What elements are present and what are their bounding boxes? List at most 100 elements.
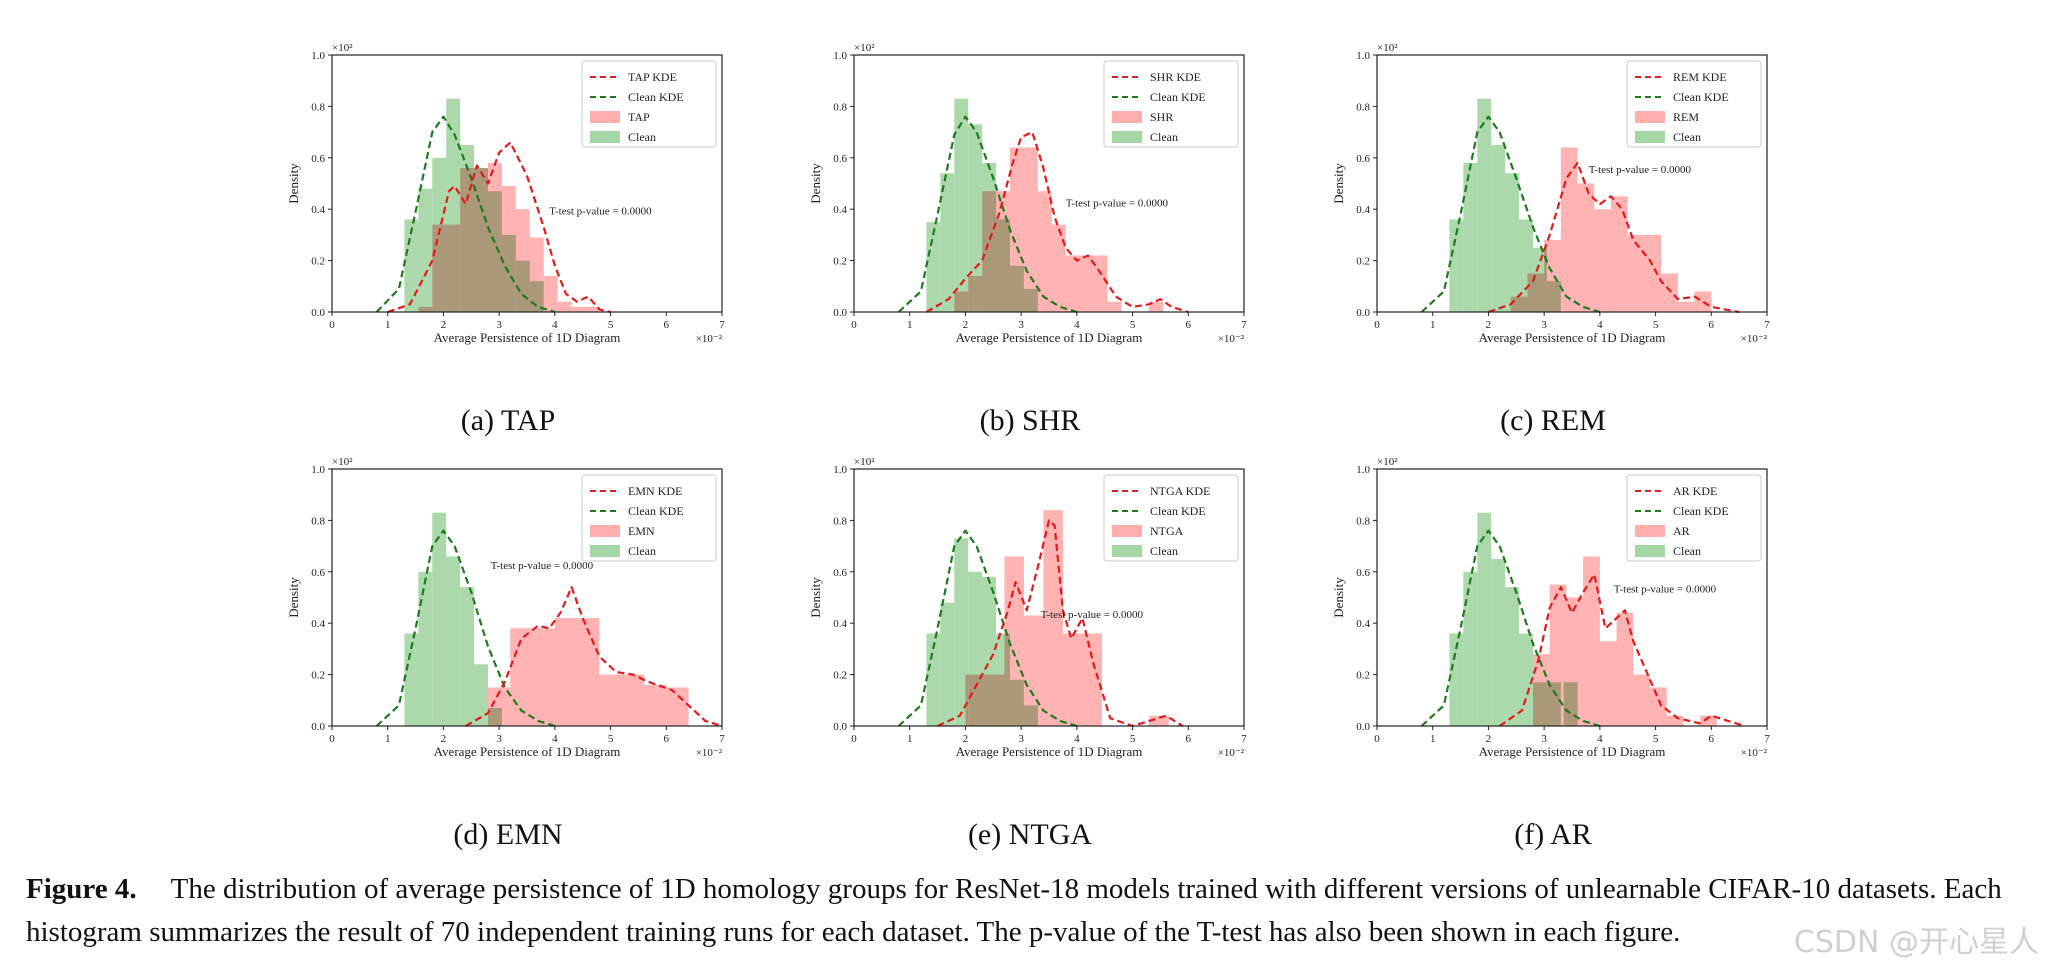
legend-poison-hist-label: TAP [628, 110, 650, 124]
poison-histogram-bar [1510, 296, 1528, 312]
caption-label: Figure 4. [26, 873, 137, 905]
legend-poison-hist-label: SHR [1150, 110, 1173, 124]
figure-caption: Figure 4. The distribution of average per… [26, 868, 2036, 954]
y-tick-label: 0.0 [311, 307, 325, 319]
legend-clean-hist-label: Clean [1150, 544, 1178, 558]
y-scale-label: ×10² [1377, 42, 1398, 54]
ttest-annotation: T-test p-value = 0.0000 [1066, 198, 1169, 210]
clean-histogram-bar [1519, 633, 1533, 726]
poison-histogram-bar [1677, 301, 1695, 312]
x-tick-label: 0 [329, 319, 335, 331]
legend-clean-kde-label: Clean KDE [628, 504, 684, 518]
legend-clean-kde-label: Clean KDE [1150, 90, 1206, 104]
x-axis-label: Average Persistence of 1D Diagram [956, 330, 1143, 345]
clean-histogram-bar [1477, 512, 1492, 726]
y-tick-label: 0.2 [311, 670, 325, 682]
poison-histogram-bar [968, 276, 983, 312]
clean-histogram-bar [1463, 162, 1478, 312]
poison-histogram-bar [644, 684, 667, 726]
x-tick-label: 1 [385, 733, 391, 745]
legend-poison-hist-label: REM [1673, 110, 1699, 124]
poison-kde-line [925, 131, 1189, 314]
poison-histogram-bar [1023, 615, 1044, 726]
ttest-annotation: T-test p-value = 0.0000 [1614, 583, 1717, 595]
y-tick-label: 0.4 [1356, 618, 1370, 630]
x-scale-label: ×10⁻² [1218, 747, 1245, 759]
clean-histogram-bar [1491, 558, 1506, 726]
poison-kde-line [1488, 161, 1740, 314]
x-axis-label: Average Persistence of 1D Diagram [434, 330, 621, 345]
subcaption-emn: (d) EMN [453, 818, 563, 851]
legend-box [581, 60, 717, 148]
x-tick-label: 4 [552, 733, 558, 745]
y-tick-label: 0.6 [311, 153, 325, 165]
clean-histogram-bar [432, 512, 447, 726]
x-tick-label: 3 [496, 319, 502, 331]
chart-panel-rem: 0 1 2 3 4 5 6 7 0.0 0.2 0.4 0.6 0.8 1.0 ×10² ×10⁻² Avera… [1331, 42, 1770, 345]
caption-text: The distribution of average persistence … [26, 873, 2002, 948]
clean-kde-line [897, 529, 1078, 728]
x-tick-label: 7 [719, 733, 725, 745]
x-tick-label: 5 [1653, 319, 1659, 331]
poison-histogram-bar [1661, 273, 1678, 312]
x-tick-label: 2 [441, 733, 447, 745]
clean-histogram-bar [940, 173, 955, 312]
y-tick-label: 1.0 [833, 50, 847, 62]
legend-box [1103, 474, 1239, 562]
poison-histogram-bar [965, 674, 985, 726]
y-tick-label: 0.8 [833, 101, 847, 113]
legend-clean-hist-label: Clean [1673, 544, 1701, 558]
x-tick-label: 1 [907, 733, 913, 745]
y-tick-label: 1.0 [1356, 464, 1370, 476]
legend-clean-hist-swatch [590, 131, 620, 143]
legend-box [1626, 60, 1762, 148]
x-axis-label: Average Persistence of 1D Diagram [1479, 330, 1666, 345]
x-tick-label: 7 [719, 319, 725, 331]
plot-frame [1376, 54, 1768, 313]
legend-poison-hist-label: AR [1673, 524, 1690, 538]
y-axis-label: Density [808, 163, 823, 204]
y-tick-label: 0.4 [311, 618, 325, 630]
x-tick-label: 6 [664, 733, 670, 745]
ttest-annotation: T-test p-value = 0.0000 [491, 560, 594, 572]
clean-histogram-bar [954, 98, 969, 312]
legend-poison-kde-label: NTGA KDE [1150, 484, 1210, 498]
y-axis-label: Density [286, 577, 301, 618]
poison-histogram-bar [666, 687, 689, 726]
poison-histogram-bar [571, 306, 586, 312]
x-tick-label: 6 [1186, 319, 1192, 331]
poison-histogram-bar [1549, 584, 1567, 726]
x-tick-label: 7 [1241, 733, 1247, 745]
y-tick-label: 0.2 [833, 670, 847, 682]
x-tick-label: 5 [608, 733, 614, 745]
plot-frame [853, 468, 1245, 727]
clean-kde-line [375, 115, 556, 314]
y-tick-label: 0.2 [833, 256, 847, 268]
poison-histogram-bar [1560, 147, 1578, 312]
plot-frame [1376, 468, 1768, 727]
y-tick-label: 0.0 [1356, 721, 1370, 733]
y-scale-label: ×10² [332, 456, 353, 468]
chart-panel-ntga: 0 1 2 3 4 5 6 7 0.0 0.2 0.4 0.6 0.8 1.0 ×10² ×10⁻² Avera… [808, 456, 1247, 759]
legend-poison-hist-swatch [590, 111, 620, 123]
x-tick-label: 3 [1541, 733, 1547, 745]
poison-histogram-bar [1023, 147, 1038, 312]
y-tick-label: 0.6 [311, 567, 325, 579]
poison-histogram-bar [1062, 633, 1083, 726]
x-axis-label: Average Persistence of 1D Diagram [434, 744, 621, 759]
legend-clean-hist-label: Clean [1673, 130, 1701, 144]
legend-clean-kde-label: Clean KDE [628, 90, 684, 104]
x-scale-label: ×10⁻² [696, 333, 723, 345]
poison-histogram-bar [1577, 183, 1595, 312]
chart-panel-emn: 0 1 2 3 4 5 6 7 0.0 0.2 0.4 0.6 0.8 1.0 ×10² ×10⁻² Avera… [286, 456, 725, 759]
y-scale-label: ×10² [332, 42, 353, 54]
clean-histogram-bar [1491, 144, 1506, 312]
y-tick-label: 0.8 [833, 515, 847, 527]
y-tick-label: 1.0 [311, 464, 325, 476]
y-tick-label: 0.0 [1356, 307, 1370, 319]
y-tick-label: 0.6 [833, 153, 847, 165]
x-axis-label: Average Persistence of 1D Diagram [956, 744, 1143, 759]
poison-histogram-bar [1666, 715, 1684, 726]
x-tick-label: 2 [441, 319, 447, 331]
